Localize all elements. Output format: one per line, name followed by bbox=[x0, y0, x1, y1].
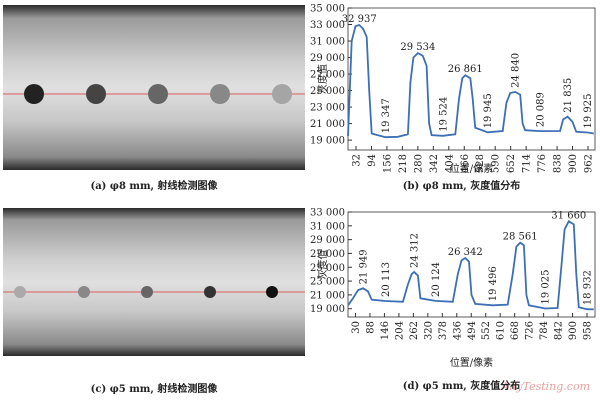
data-label: 19 925 bbox=[583, 93, 594, 128]
data-label: 19 524 bbox=[438, 97, 449, 132]
x-tick-label: 30 bbox=[351, 321, 362, 334]
x-tick-label: 204 bbox=[394, 321, 405, 340]
x-tick-label: 378 bbox=[438, 321, 449, 340]
data-label: 24 840 bbox=[511, 53, 522, 88]
y-tick-label: 33 000 bbox=[310, 208, 345, 219]
y-tick-label: 29 000 bbox=[310, 53, 345, 64]
x-axis-label: 位置/像素 bbox=[450, 356, 493, 369]
x-tick-label: 714 bbox=[522, 154, 533, 173]
x-tick-label: 842 bbox=[554, 321, 565, 340]
y-tick-label: 23 000 bbox=[310, 277, 345, 288]
data-label: 26 861 bbox=[448, 64, 483, 75]
radiograph-a bbox=[3, 5, 305, 170]
y-tick-label: 29 000 bbox=[310, 235, 345, 246]
y-tick-label: 35 000 bbox=[310, 4, 345, 15]
data-label: 31 660 bbox=[551, 210, 586, 221]
x-tick-label: 94 bbox=[367, 154, 378, 167]
x-tick-label: 776 bbox=[537, 154, 548, 173]
x-tick-label: 280 bbox=[413, 154, 424, 173]
x-tick-label: 156 bbox=[382, 154, 393, 173]
y-tick-label: 25 000 bbox=[310, 86, 345, 97]
data-label: 21 835 bbox=[563, 78, 574, 113]
data-line bbox=[347, 220, 594, 311]
watermark: AnyTesting.com bbox=[500, 380, 590, 393]
data-label: 19 025 bbox=[541, 270, 552, 305]
x-tick-label: 218 bbox=[398, 154, 409, 173]
x-tick-label: 590 bbox=[491, 154, 502, 173]
x-tick-label: 436 bbox=[452, 321, 463, 340]
x-tick-label: 900 bbox=[568, 154, 579, 173]
image-caption: (c) φ5 mm, 射线检测图像 bbox=[91, 382, 219, 395]
data-label: 24 312 bbox=[410, 233, 421, 268]
x-tick-label: 88 bbox=[365, 321, 376, 334]
x-tick-label: 494 bbox=[467, 321, 478, 340]
x-tick-label: 668 bbox=[510, 321, 521, 340]
x-tick-label: 610 bbox=[496, 321, 507, 340]
data-label: 29 534 bbox=[400, 42, 435, 53]
data-label: 20 089 bbox=[536, 92, 547, 127]
x-tick-label: 900 bbox=[568, 321, 579, 340]
x-tick-label: 652 bbox=[506, 154, 517, 173]
data-label: 32 937 bbox=[342, 14, 377, 25]
y-tick-label: 31 000 bbox=[310, 221, 345, 232]
data-label: 19 496 bbox=[488, 266, 499, 301]
y-tick-label: 27 000 bbox=[310, 249, 345, 260]
x-tick-label: 958 bbox=[583, 321, 594, 340]
x-tick-label: 404 bbox=[444, 154, 455, 173]
x-axis-label: 位置/像素 bbox=[450, 162, 493, 175]
radiograph-c bbox=[3, 208, 305, 356]
x-tick-label: 32 bbox=[351, 154, 362, 167]
y-axis-label: 灰度值 bbox=[316, 64, 329, 94]
chart-caption: (d) φ5 mm, 灰度值分布 bbox=[403, 379, 521, 392]
y-tick-label: 19 000 bbox=[310, 136, 345, 147]
data-label: 20 124 bbox=[431, 262, 442, 297]
x-tick-label: 466 bbox=[460, 154, 471, 173]
image-caption: (a) φ8 mm, 射线检测图像 bbox=[90, 179, 218, 192]
plot-frame bbox=[347, 7, 596, 151]
x-tick-label: 552 bbox=[481, 321, 492, 340]
x-tick-label: 962 bbox=[584, 154, 595, 173]
x-tick-label: 146 bbox=[380, 321, 391, 340]
data-line bbox=[347, 23, 594, 139]
chart-caption: (b) φ8 mm, 灰度值分布 bbox=[403, 179, 521, 192]
data-label: 28 561 bbox=[503, 232, 538, 243]
data-label: 20 113 bbox=[381, 262, 392, 297]
x-tick-label: 262 bbox=[409, 321, 420, 340]
x-tick-label: 784 bbox=[539, 321, 550, 340]
data-label: 18 932 bbox=[583, 270, 594, 305]
y-tick-label: 27 000 bbox=[310, 70, 345, 81]
x-tick-label: 528 bbox=[475, 154, 486, 173]
y-tick-label: 23 000 bbox=[310, 103, 345, 114]
x-tick-label: 320 bbox=[423, 321, 434, 340]
y-tick-label: 21 000 bbox=[310, 290, 345, 301]
data-label: 19 945 bbox=[483, 93, 494, 128]
data-label: 19 347 bbox=[381, 98, 392, 133]
y-tick-label: 25 000 bbox=[310, 263, 345, 274]
y-tick-label: 31 000 bbox=[310, 37, 345, 48]
y-tick-label: 33 000 bbox=[310, 20, 345, 31]
data-label: 26 342 bbox=[448, 247, 483, 258]
y-axis-label: 灰度值 bbox=[316, 250, 329, 280]
x-tick-label: 726 bbox=[525, 321, 536, 340]
y-tick-label: 19 000 bbox=[310, 304, 345, 315]
x-tick-label: 838 bbox=[553, 154, 564, 173]
x-tick-label: 342 bbox=[429, 154, 440, 173]
data-label: 21 949 bbox=[358, 249, 369, 284]
y-tick-label: 21 000 bbox=[310, 119, 345, 130]
